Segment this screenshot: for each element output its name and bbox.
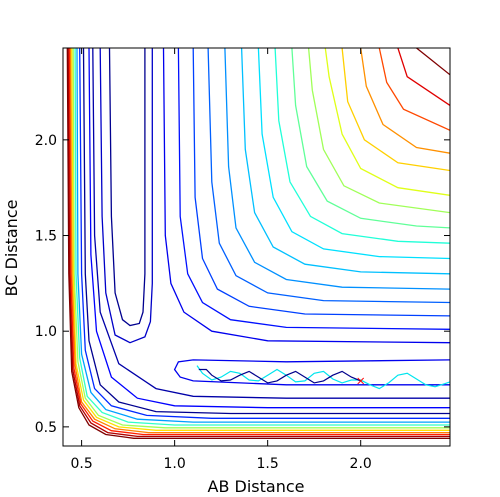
x-axis-label: AB Distance [208, 477, 305, 496]
contour-line-10 [224, 48, 450, 290]
contour-line-26 [72, 48, 450, 429]
contour-line-25 [74, 48, 450, 426]
contour-line-7 [88, 48, 450, 409]
contour-line-13 [274, 48, 450, 244]
contour-line-5 [92, 48, 450, 399]
contour-line-31 [66, 48, 450, 439]
contour-line-6 [177, 48, 450, 330]
contour-line-24 [76, 48, 450, 423]
x-tick-label: 1.5 [257, 456, 279, 472]
x-tick-label: 2.0 [350, 456, 372, 472]
y-tick-label: 1.0 [35, 324, 57, 340]
contour-line-15 [307, 48, 450, 214]
contour-line-1 [108, 48, 146, 327]
contour-lines [66, 48, 450, 439]
contour-line-11 [240, 48, 450, 275]
y-tick-label: 2.0 [35, 133, 57, 149]
contour-line-22 [82, 48, 450, 415]
y-axis-ticks: 0.5 1.0 1.5 2.0 [35, 133, 450, 436]
contour-line-2 [99, 48, 153, 344]
contour-line-23 [79, 48, 450, 419]
x-axis-ticks: 0.5 1.0 1.5 2.0 [70, 48, 372, 472]
start-marker [357, 377, 365, 385]
contour-line-20 [397, 48, 450, 106]
plot-frame [62, 47, 451, 447]
contour-line-16 [324, 48, 450, 196]
contour-line-28 [69, 48, 450, 434]
marker-layer [357, 377, 365, 385]
contour-line-29 [68, 48, 450, 436]
y-tick-label: 1.5 [35, 229, 57, 245]
contour-line-12 [257, 48, 450, 260]
contour-line-21 [416, 48, 450, 76]
y-tick-label: 0.5 [35, 420, 57, 436]
trajectory-lines [196, 365, 450, 390]
contour-line-17 [341, 48, 450, 172]
contour-line-30 [67, 48, 450, 438]
contour-line-18 [360, 48, 450, 154]
contour-line-14 [291, 48, 450, 229]
contour-line-3 [173, 359, 450, 386]
x-tick-label: 0.5 [70, 456, 92, 472]
contour-line-19 [378, 48, 450, 131]
contour-line-27 [71, 48, 450, 431]
trajectory-line-2 [198, 368, 361, 384]
y-axis-label: BC Distance [2, 200, 21, 297]
trajectory-line-1 [196, 365, 450, 390]
contour-line-8 [192, 48, 450, 317]
contour-line-9 [207, 48, 450, 304]
x-tick-label: 1.0 [164, 456, 186, 472]
contour-line-4 [162, 48, 450, 344]
